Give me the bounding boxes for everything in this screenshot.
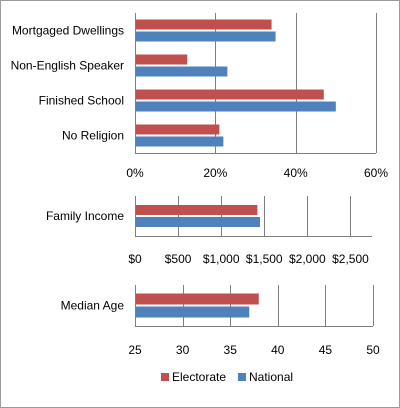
tick-label-50: 50: [366, 343, 380, 357]
tick-label-40: 40%: [284, 166, 308, 180]
category-label-no-religion: No Religion: [62, 129, 124, 143]
legend-label-electorate: Electorate: [172, 370, 226, 384]
bar-no-religion-electorate: [135, 124, 220, 135]
category-label-mortgaged-dwellings: Mortgaged Dwellings: [12, 24, 124, 38]
bar-no-religion-national: [135, 136, 224, 147]
category-label-finished-school: Finished School: [39, 94, 124, 108]
tick-label-0: $0: [128, 252, 142, 266]
bar-family-income-national: [135, 217, 260, 227]
bar-mortgaged-dwellings-electorate: [135, 19, 272, 30]
legend-label-national: National: [249, 370, 293, 384]
legend: Electorate National: [161, 370, 293, 384]
tick-label-1-000: $1,000: [203, 252, 240, 266]
panel-demographics: Mortgaged Dwellings Non-English Speaker Fi…: [11, 13, 388, 180]
tick-label-40: 40: [271, 343, 285, 357]
tick-label-60: 60%: [364, 166, 388, 180]
tick-label-500: $500: [165, 252, 192, 266]
bar-mortgaged-dwellings-national: [135, 31, 276, 42]
tick-label-45: 45: [319, 343, 333, 357]
category-label-median-age: Median Age: [61, 299, 125, 313]
bar-finished-school-national: [135, 101, 336, 112]
panel-family-income: Family Income $0 $500 $1,000 $1,500 $2,000 $2,…: [46, 196, 372, 266]
tick-label-1-500: $1,500: [246, 252, 283, 266]
tick-label-0: 0%: [126, 166, 144, 180]
bar-non-english-speaker-electorate: [135, 54, 188, 65]
legend-swatch-electorate: [161, 373, 169, 381]
bar-median-age-electorate: [135, 293, 259, 305]
panel-median-age: Median Age 25 30 35 40 45 50: [61, 285, 380, 357]
bar-finished-school-electorate: [135, 89, 324, 100]
bar-family-income-electorate: [135, 205, 258, 215]
tick-label-30: 30: [176, 343, 190, 357]
bar-non-english-speaker-national: [135, 66, 228, 77]
category-label-non-english-speaker: Non-English Speaker: [11, 59, 124, 73]
category-label-family-income: Family Income: [46, 209, 124, 223]
bar-median-age-national: [135, 306, 250, 318]
tick-label-2-500: $2,500: [332, 252, 369, 266]
legend-swatch-national: [238, 373, 246, 381]
tick-label-20: 20%: [203, 166, 227, 180]
tick-label-35: 35: [224, 343, 238, 357]
tick-label-25: 25: [128, 343, 142, 357]
tick-label-2-000: $2,000: [289, 252, 326, 266]
